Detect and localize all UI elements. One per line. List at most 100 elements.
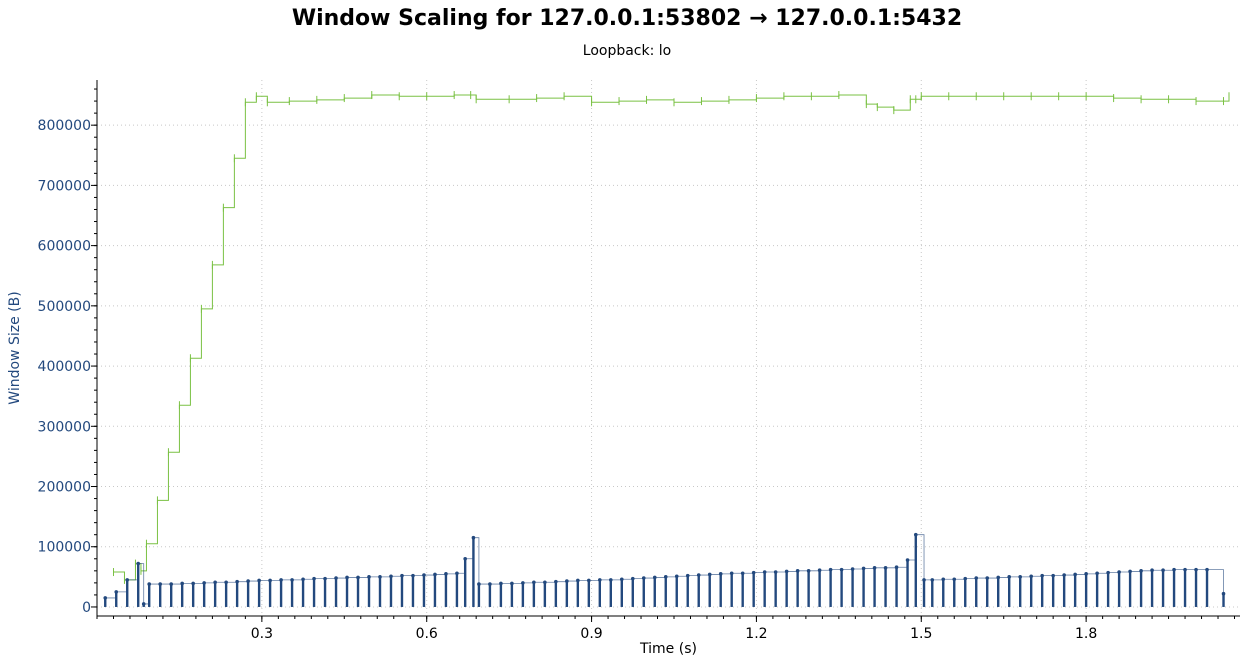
bytes-in-flight-point [257, 578, 261, 583]
bytes-in-flight-point [1161, 568, 1165, 573]
bytes-in-flight-point [718, 572, 723, 576]
bytes-in-flight-point [1172, 567, 1176, 572]
bytes-in-flight-point [652, 575, 657, 580]
bytes-in-flight-point [784, 569, 789, 574]
bytes-in-flight-point [729, 571, 734, 576]
bytes-in-flight-point [985, 576, 990, 580]
bytes-in-flight-point [213, 580, 217, 585]
bytes-in-flight-point [334, 576, 338, 580]
bytes-in-flight-point [795, 569, 800, 573]
x-tick-label: 1.2 [745, 626, 767, 642]
bytes-in-flight-point [1221, 591, 1226, 596]
bytes-in-flight-point [411, 573, 415, 578]
bytes-in-flight-point [510, 581, 514, 586]
bytes-in-flight-point [224, 580, 228, 585]
bytes-in-flight-point [136, 561, 141, 566]
x-tick-label: 0.9 [580, 626, 602, 642]
bytes-in-flight-point [1018, 575, 1022, 579]
bytes-in-flight-point [169, 582, 173, 586]
bytes-in-flight-point [685, 573, 690, 578]
bytes-in-flight-point [114, 590, 119, 594]
bytes-in-flight-point [1040, 573, 1044, 578]
bytes-in-flight-point [751, 570, 756, 575]
bytes-in-flight-point [323, 576, 327, 581]
bytes-in-flight-point [367, 575, 371, 579]
bytes-in-flight-point [455, 571, 459, 576]
y-tick-label: 700000 [38, 178, 91, 194]
bytes-in-flight-point [477, 582, 481, 586]
y-tick-label: 800000 [38, 118, 91, 134]
bytes-in-flight-point [963, 576, 968, 581]
bytes-in-flight-point [930, 578, 935, 582]
bytes-in-flight-point [883, 566, 888, 570]
bytes-in-flight-point [1051, 573, 1055, 578]
x-tick-label: 1.5 [910, 626, 932, 642]
bytes-in-flight-point [861, 566, 866, 571]
bytes-in-flight-point [191, 581, 195, 586]
bytes-in-flight-point [499, 581, 503, 586]
chart-subtitle: Loopback: lo [582, 43, 672, 59]
bytes-in-flight-point [894, 565, 899, 570]
bytes-in-flight-point [246, 579, 250, 583]
y-tick-label: 400000 [38, 359, 91, 375]
bytes-in-flight-point [378, 575, 382, 579]
bytes-in-flight-point [422, 573, 426, 577]
bytes-in-flight-point [463, 556, 467, 561]
bytes-in-flight-point [268, 578, 272, 583]
bytes-in-flight-point [202, 581, 206, 585]
labels-layer: 0.3 0.6 0.9 1.2 1.5 1.8 0 100000 200000 300000 400… [38, 118, 1098, 642]
bytes-in-flight-point [1183, 567, 1187, 572]
bytes-in-flight-point [641, 576, 646, 580]
bytes-in-flight-point [1128, 569, 1132, 574]
bytes-in-flight-line [105, 534, 1224, 605]
bytes-in-flight-point [872, 566, 877, 570]
bytes-in-flight-point [576, 578, 580, 583]
grid-layer [97, 80, 1240, 616]
y-tick-label: 0 [82, 600, 91, 616]
bytes-in-flight-point [1205, 567, 1209, 572]
bytes-in-flight-point [839, 567, 844, 572]
bytes-in-flight-point [619, 577, 624, 582]
bytes-in-flight-point [235, 579, 239, 584]
y-tick-label: 600000 [38, 239, 91, 255]
bytes-in-flight-point [762, 570, 767, 574]
bytes-in-flight-point [913, 532, 918, 537]
bytes-in-flight-point [543, 580, 547, 585]
bytes-in-flight-point [941, 577, 946, 582]
bytes-in-flight-point [806, 569, 811, 573]
bytes-in-flight-point [952, 577, 957, 582]
bytes-in-flight-point [1117, 570, 1121, 574]
bytes-in-flight-point [312, 576, 316, 581]
bytes-in-flight-point [850, 567, 855, 571]
bytes-in-flight-point [609, 578, 613, 582]
bytes-in-flight-point [1007, 575, 1012, 579]
bytes-in-flight-point [565, 579, 569, 583]
bytes-in-flight-point [147, 582, 152, 586]
bytes-in-flight-point [663, 575, 668, 579]
y-tick-label: 300000 [38, 419, 91, 435]
bytes-in-flight-point [1150, 568, 1154, 573]
bytes-in-flight-point [1095, 571, 1099, 576]
bytes-in-flight-point [905, 558, 910, 562]
bytes-in-flight-point [488, 582, 492, 586]
receive-window-line [113, 94, 1230, 581]
bytes-in-flight-point [356, 575, 360, 580]
bytes-in-flight-point [301, 577, 305, 582]
bytes-in-flight-point [674, 574, 679, 579]
y-tick-label: 200000 [38, 480, 91, 496]
x-axis-title: Time (s) [639, 641, 697, 657]
bytes-in-flight-point [125, 578, 130, 582]
bytes-in-flight-point [1084, 572, 1088, 576]
bytes-in-flight-point [598, 578, 602, 582]
bytes-in-flight-point [1073, 572, 1077, 577]
bytes-in-flight-point [696, 573, 701, 577]
bytes-in-flight-point [828, 567, 833, 572]
bytes-in-flight-point [433, 572, 437, 577]
y-tick-label: 500000 [38, 299, 91, 315]
bytes-in-flight-point [554, 579, 558, 584]
x-tick-label: 0.3 [251, 626, 273, 642]
x-tick-label: 1.8 [1075, 626, 1097, 642]
bytes-in-flight-point [1106, 570, 1110, 575]
bytes-in-flight-point [1062, 573, 1066, 577]
